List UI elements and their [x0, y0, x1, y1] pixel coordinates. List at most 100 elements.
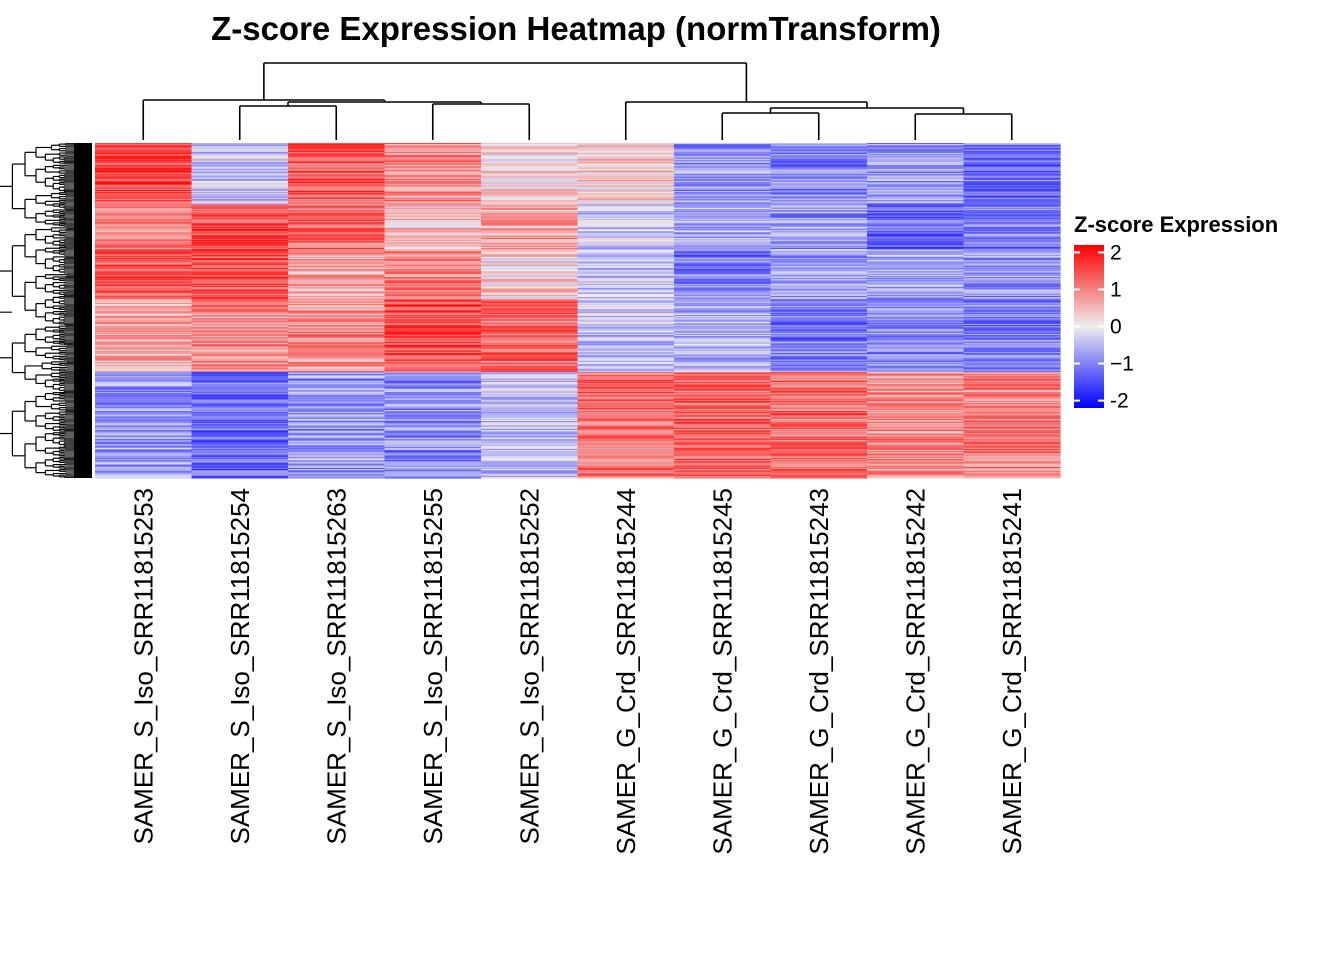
heatmap-cell [481, 177, 579, 180]
heatmap-cell [191, 218, 289, 221]
heatmap-cell [577, 368, 675, 371]
heatmap-cell [191, 398, 289, 401]
heatmap-cell [288, 352, 386, 355]
heatmap-cell [288, 381, 386, 384]
heatmap-cell [481, 259, 579, 261]
heatmap-cell [577, 341, 675, 344]
heatmap-cell [867, 444, 965, 447]
heatmap-cell [481, 428, 579, 431]
heatmap-cell [384, 431, 482, 433]
heatmap-cell [963, 384, 1061, 386]
heatmap-cell [288, 376, 386, 379]
heatmap-cell [770, 246, 868, 249]
heatmap-cell [481, 268, 579, 270]
heatmap-cell [481, 247, 579, 250]
heatmap-cell [95, 421, 193, 423]
heatmap-cell [963, 431, 1061, 433]
heatmap-cell [384, 388, 482, 391]
heatmap-cell [288, 399, 386, 402]
heatmap-cell [963, 434, 1061, 437]
heatmap-cell [191, 330, 289, 333]
heatmap-cell [288, 223, 386, 226]
heatmap-cell [674, 239, 772, 241]
heatmap-cell [674, 317, 772, 319]
heatmap-cell [481, 144, 579, 146]
heatmap-cell [770, 381, 868, 384]
heatmap-cell [674, 380, 772, 383]
heatmap-cell [674, 223, 772, 226]
heatmap-cell [674, 165, 772, 168]
heatmap-cell [963, 469, 1061, 471]
heatmap-cell [384, 436, 482, 439]
heatmap-cell [770, 226, 868, 229]
heatmap-cell [577, 369, 675, 372]
heatmap-cell [384, 467, 482, 470]
heatmap-cell [191, 201, 289, 203]
heatmap-cell [770, 289, 868, 291]
heatmap-cell [674, 442, 772, 444]
heatmap-cell [674, 436, 772, 439]
heatmap-cell [481, 411, 579, 413]
heatmap-cell [770, 373, 868, 375]
heatmap-cell [577, 413, 675, 415]
heatmap-cell [384, 314, 482, 317]
heatmap-cell [384, 319, 482, 322]
heatmap-cell [674, 470, 772, 472]
heatmap-cell [770, 357, 868, 360]
heatmap-cell [770, 317, 868, 319]
heatmap-cell [95, 473, 193, 476]
heatmap-cell [674, 226, 772, 229]
heatmap-cell [674, 186, 772, 189]
heatmap-cell [95, 204, 193, 207]
heatmap-cell [95, 345, 193, 347]
heatmap-cell [481, 173, 579, 175]
heatmap-cell [191, 179, 289, 182]
heatmap-cell [577, 407, 675, 410]
heatmap-cell [95, 211, 193, 213]
heatmap-cell [481, 321, 579, 324]
heatmap-cell [674, 345, 772, 347]
heatmap-cell [384, 451, 482, 453]
heatmap-cell [384, 234, 482, 237]
heatmap-cell [963, 210, 1061, 212]
heatmap-cell [288, 344, 386, 346]
heatmap-cell [95, 177, 193, 180]
heatmap-cell [867, 178, 965, 181]
heatmap-cell [288, 161, 386, 164]
heatmap-cell [288, 424, 386, 427]
heatmap-cell [770, 378, 868, 381]
heatmap-cell [481, 266, 579, 269]
heatmap-cell [191, 466, 289, 469]
heatmap-cell [95, 472, 193, 475]
heatmap-cell [191, 406, 289, 409]
heatmap-cell [481, 277, 579, 279]
heatmap-cell [867, 172, 965, 174]
heatmap-cell [384, 231, 482, 233]
heatmap-cell [191, 422, 289, 424]
heatmap-cell [288, 364, 386, 366]
heatmap-cell [95, 370, 193, 373]
heatmap-cell [191, 210, 289, 212]
heatmap-cell [481, 280, 579, 283]
heatmap-cell [481, 434, 579, 437]
heatmap-cell [95, 254, 193, 257]
heatmap-cell [481, 233, 579, 236]
heatmap-cell [191, 339, 289, 342]
heatmap-cell [674, 366, 772, 369]
heatmap-cell [288, 319, 386, 322]
heatmap-cell [963, 213, 1061, 216]
heatmap-cell [867, 221, 965, 223]
heatmap-cell [191, 461, 289, 463]
heatmap-cell [963, 187, 1061, 190]
heatmap-cell [95, 327, 193, 329]
heatmap-cell [867, 384, 965, 386]
heatmap-cell [481, 223, 579, 226]
heatmap-cell [770, 228, 868, 231]
heatmap-cell [191, 455, 289, 458]
heatmap-cell [867, 175, 965, 178]
heatmap-cell [577, 172, 675, 174]
heatmap-cell [481, 263, 579, 266]
heatmap-cell [191, 445, 289, 448]
heatmap-cell [95, 444, 193, 447]
heatmap-cell [95, 441, 193, 443]
